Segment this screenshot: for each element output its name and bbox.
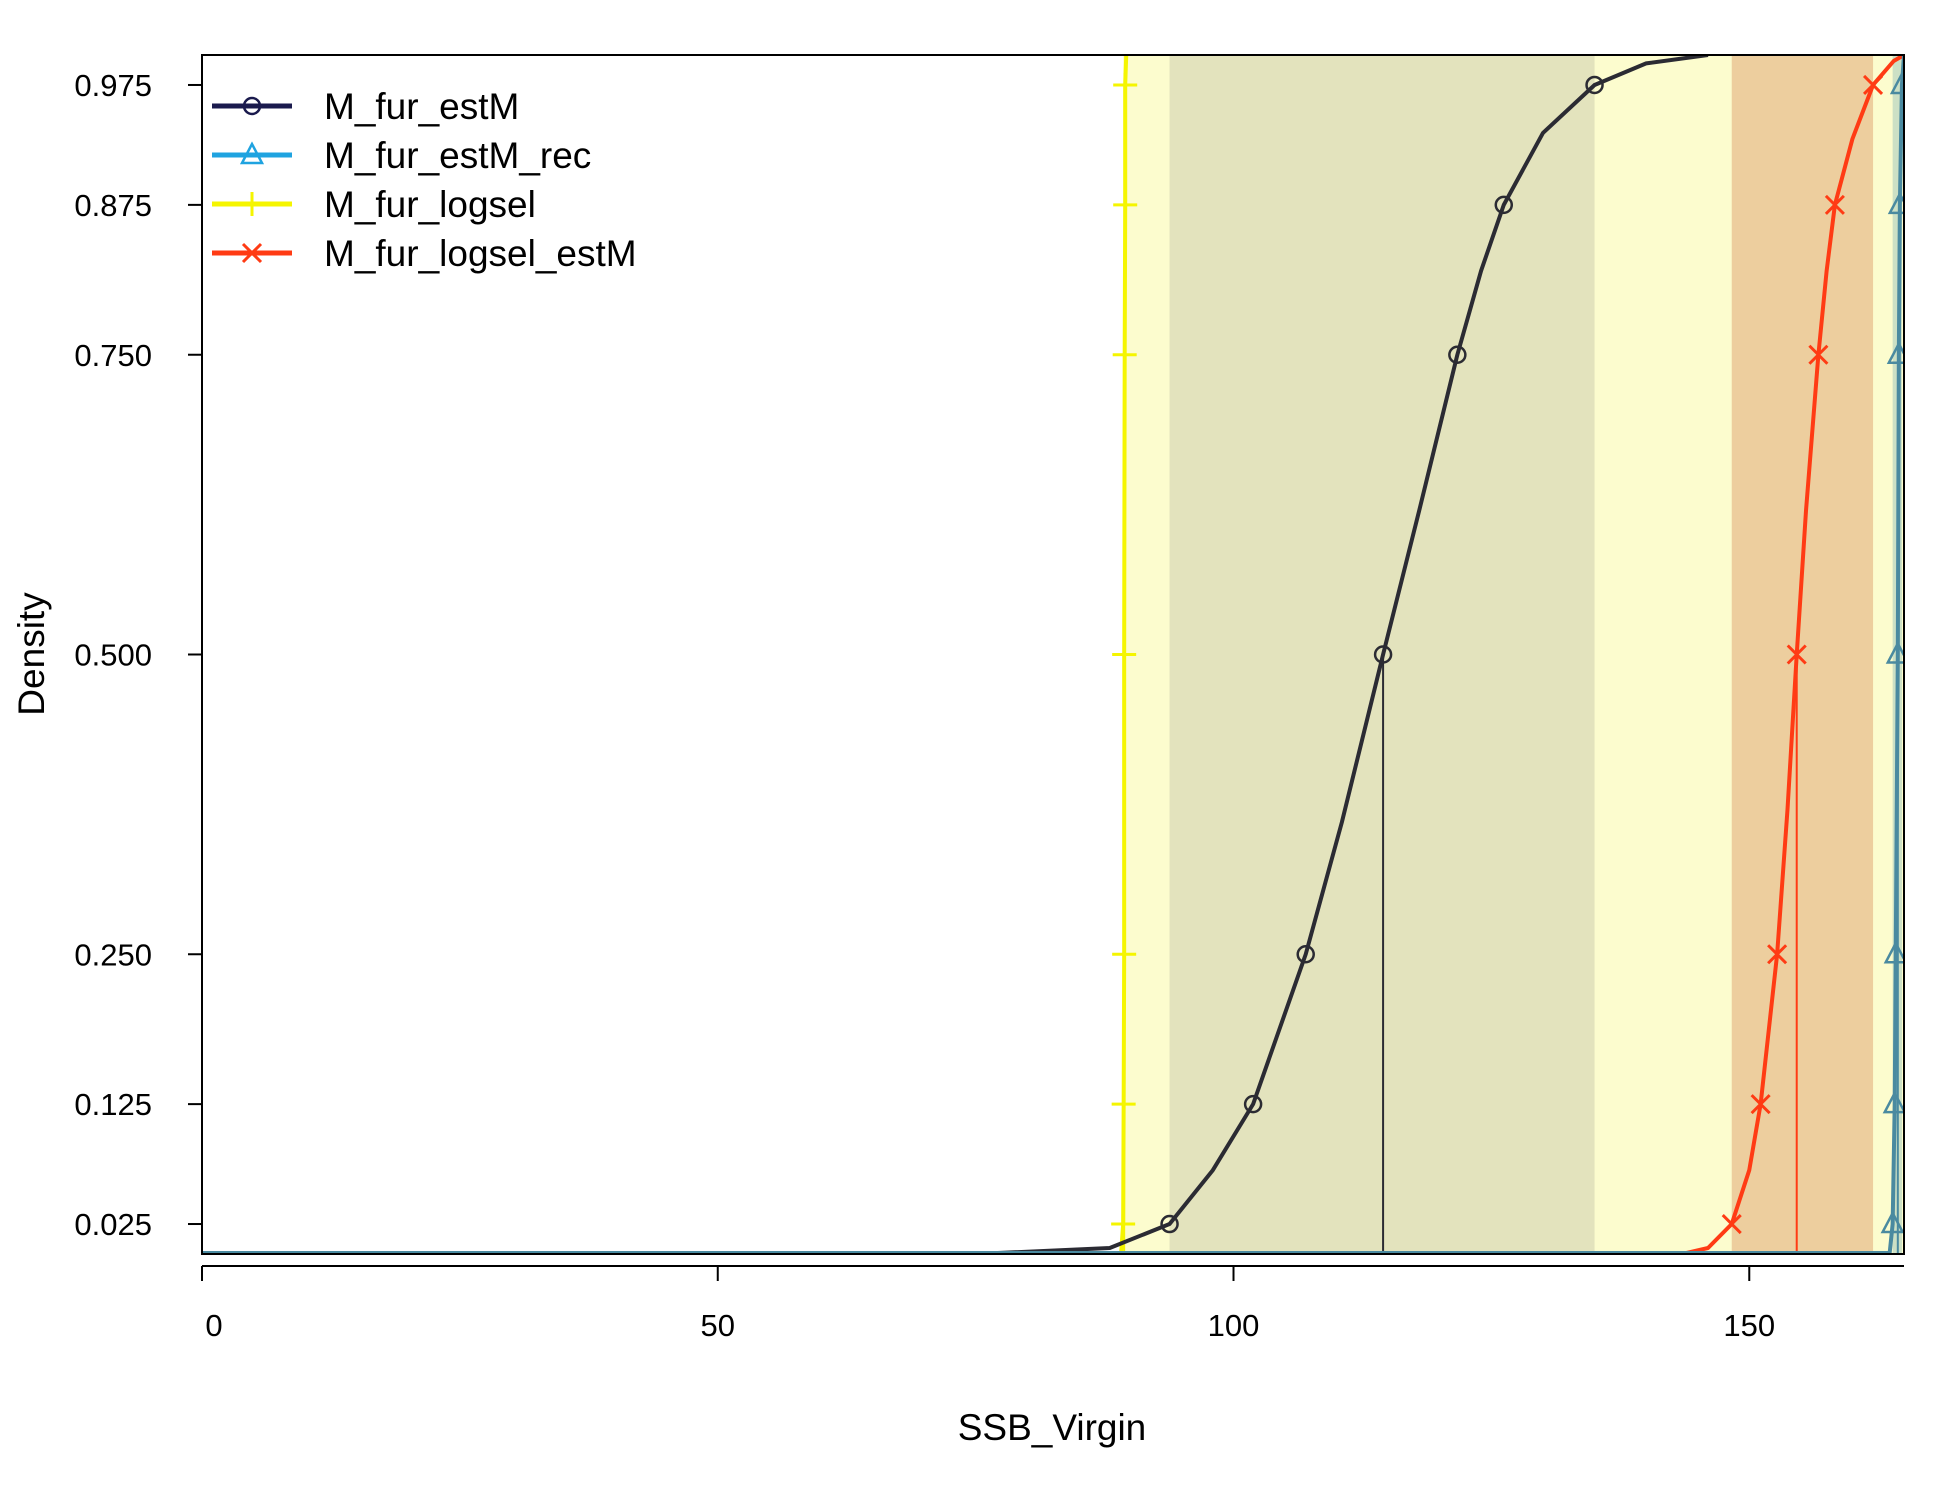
marker-m-fur-estm-rec [1883, 940, 1904, 964]
x-tick-label: 150 [1723, 1308, 1775, 1343]
marker-m-fur-estm-rec [1889, 71, 1904, 95]
legend-marker-m-fur-estm [242, 96, 262, 116]
legend-label-m-fur-logsel: M_fur_logsel [324, 184, 536, 225]
marker-m-fur-estm [1296, 945, 1315, 964]
y-tick-label: 0.250 [74, 937, 152, 972]
curve-m-fur-estm [202, 55, 1709, 1254]
x-axis-title: SSB_Virgin [958, 1407, 1147, 1448]
curve-m-fur-logsel-estm [202, 55, 1904, 1254]
marker-m-fur-logsel [1112, 642, 1137, 667]
marker-m-fur-estm-rec [1887, 191, 1904, 215]
marker-m-fur-logsel-estm [1824, 194, 1845, 215]
marker-m-fur-estm [1585, 75, 1604, 95]
legend-label-m-fur-logsel-estm: M_fur_logsel_estM [324, 233, 637, 274]
y-tick-label: 0.875 [74, 188, 152, 223]
y-axis-title: Density [11, 592, 52, 716]
marker-m-fur-logsel [1113, 72, 1138, 97]
legend: M_fur_estM M_fur_estM_rec M_fur_logsel M_fu… [212, 86, 637, 274]
legend-marker-m-fur-estm-rec [239, 141, 265, 165]
marker-m-fur-logsel-estm [1721, 1213, 1742, 1235]
x-tick-label: 0 [205, 1308, 222, 1343]
marker-m-fur-logsel-estm [1808, 344, 1829, 365]
marker-m-fur-logsel [1111, 1092, 1136, 1117]
marker-m-fur-estm-rec [1880, 1210, 1904, 1234]
marker-m-fur-logsel [1112, 942, 1137, 967]
marker-m-fur-estm [1160, 1214, 1179, 1234]
ci-band-m-fur-logsel [1123, 55, 1904, 1254]
legend-marker-m-fur-logsel-estm [241, 242, 263, 264]
marker-m-fur-logsel-estm [1786, 644, 1807, 665]
marker-m-fur-estm [1448, 345, 1467, 364]
ci-fills [1123, 55, 1904, 1254]
marker-m-fur-estm [1373, 645, 1393, 664]
y-tick-label: 0.025 [74, 1207, 152, 1242]
ci-band-m-fur-logsel-estm [1731, 55, 1874, 1254]
legend-label-m-fur-estm: M_fur_estM [324, 86, 519, 127]
marker-m-fur-logsel-estm [1750, 1094, 1771, 1115]
y-tick-label: 0.750 [74, 338, 152, 373]
marker-m-fur-logsel-estm [1862, 74, 1884, 96]
marker-m-fur-logsel [1113, 192, 1138, 217]
marker-m-fur-logsel [1111, 1212, 1136, 1237]
y-tick-label: 0.125 [74, 1087, 152, 1122]
marker-m-fur-estm [1494, 195, 1514, 215]
legend-marker-m-fur-logsel [240, 192, 264, 216]
marker-m-fur-estm [1243, 1094, 1263, 1114]
legend-label-m-fur-estm-rec: M_fur_estM_rec [324, 135, 591, 176]
axes: 0 50 100 150 0.025 0.125 0.250 0.500 0.750 0.875 0… [74, 54, 1905, 1343]
marker-m-fur-logsel-estm [1767, 944, 1788, 965]
marker-m-fur-estm-rec [1882, 1090, 1904, 1114]
y-tick-label: 0.500 [74, 638, 152, 673]
x-tick-label: 100 [1208, 1308, 1260, 1343]
marker-m-fur-estm-rec [1885, 640, 1904, 664]
x-tick-label: 50 [701, 1308, 735, 1343]
marker-m-fur-logsel [1112, 342, 1137, 367]
y-tick-label: 0.975 [74, 68, 152, 103]
